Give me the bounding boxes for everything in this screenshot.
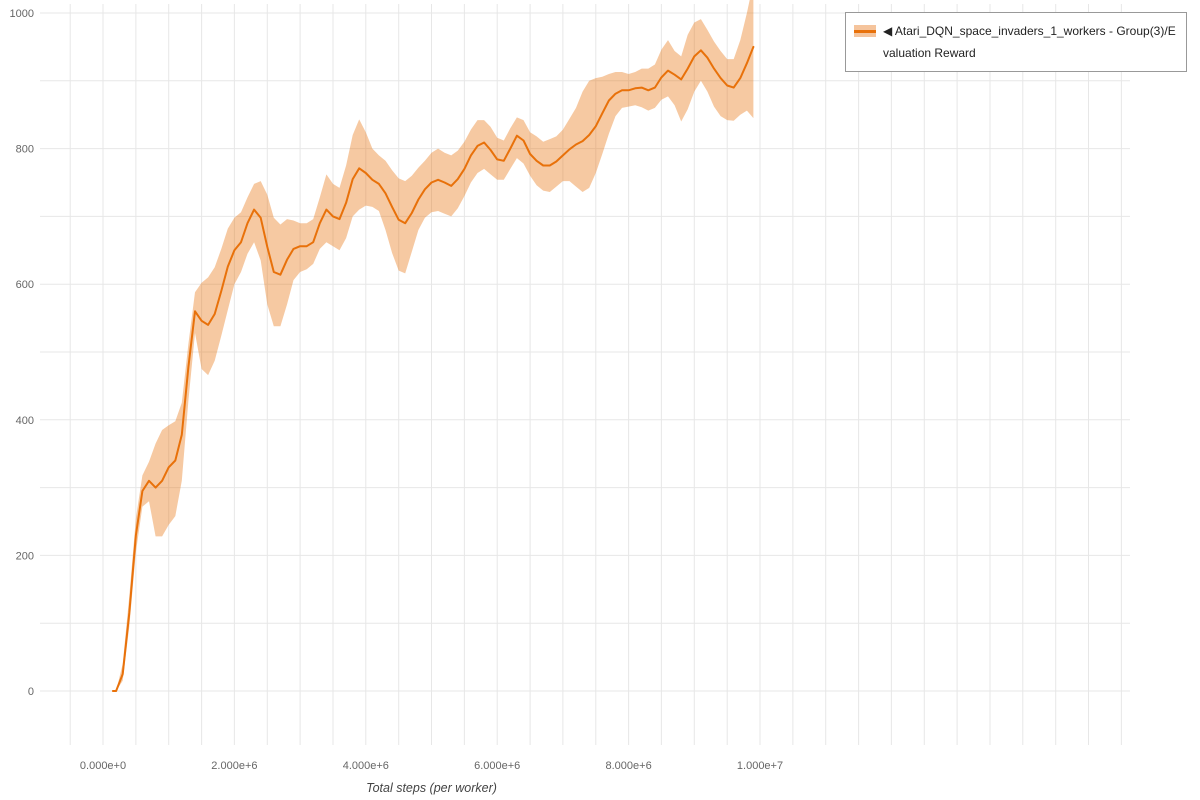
x-tick-label: 6.000e+6 <box>474 760 520 772</box>
x-tick-label: 0.000e+0 <box>80 760 126 772</box>
y-tick-label: 200 <box>16 550 34 562</box>
legend-entry[interactable]: ◀ Atari_DQN_space_invaders_1_workers - G… <box>854 20 1176 64</box>
x-tick-label: 1.000e+7 <box>737 760 783 772</box>
series-swatch-icon <box>854 25 876 37</box>
mean-line <box>111 45 755 692</box>
legend: ◀ Atari_DQN_space_invaders_1_workers - G… <box>845 12 1187 72</box>
confidence-band <box>112 0 754 691</box>
series-line-icon <box>854 29 876 33</box>
x-tick-label: 2.000e+6 <box>211 760 257 772</box>
x-tick-label: 4.000e+6 <box>343 760 389 772</box>
legend-collapse-icon[interactable]: ◀ <box>883 24 893 38</box>
y-tick-labels: 0 200 400 600 800 1000 <box>10 8 34 698</box>
y-tick-label: 600 <box>16 279 34 291</box>
x-axis-title: Total steps (per worker) <box>366 781 497 795</box>
y-tick-label: 400 <box>16 415 34 427</box>
gridlines <box>40 4 1130 745</box>
y-tick-label: 1000 <box>10 8 34 20</box>
y-tick-label: 800 <box>16 144 34 156</box>
x-tick-labels: 0.000e+0 2.000e+6 4.000e+6 6.000e+6 8.000e+6… <box>80 760 783 772</box>
legend-series-label: Atari_DQN_space_invaders_1_workers - Gro… <box>883 24 1176 60</box>
x-tick-label: 8.000e+6 <box>606 760 652 772</box>
y-tick-label: 0 <box>28 686 34 698</box>
legend-text: ◀ Atari_DQN_space_invaders_1_workers - G… <box>883 20 1176 64</box>
